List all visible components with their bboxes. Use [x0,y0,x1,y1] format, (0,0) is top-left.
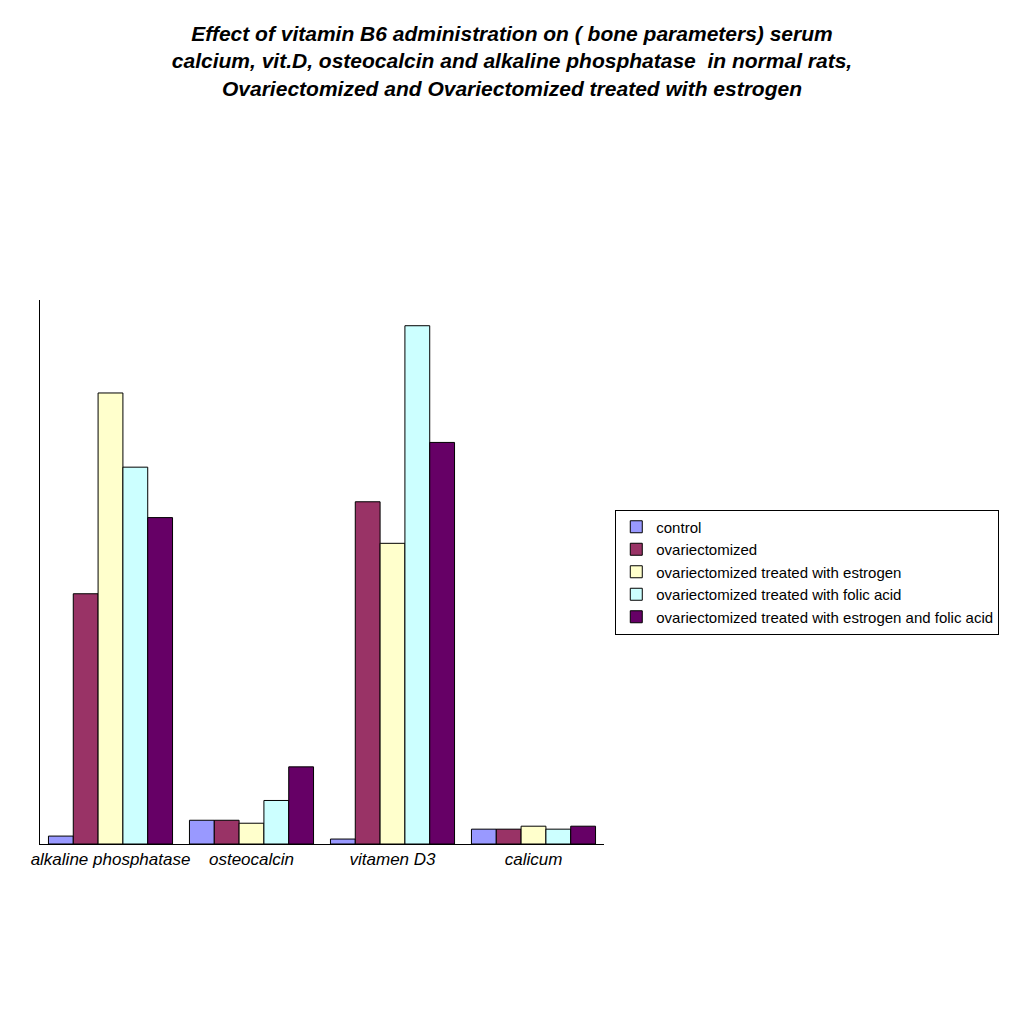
svg-text:ovariectomized treated with es: ovariectomized treated with estrogen and… [656,609,993,626]
svg-text:ovariectomized treated with es: ovariectomized treated with estrogen [656,564,901,581]
svg-text:control: control [656,519,701,536]
svg-text:vitamen D3: vitamen D3 [350,850,437,869]
svg-text:Effect of vitamin B6 administr: Effect of vitamin B6 administration on (… [172,22,852,100]
svg-text:osteocalcin: osteocalcin [209,850,294,869]
svg-text:calicum: calicum [505,850,563,869]
svg-text:ovariectomized: ovariectomized [656,541,757,558]
svg-text:ovariectomized treated with fo: ovariectomized treated with folic acid [656,586,901,603]
svg-text:alkaline phosphatase: alkaline phosphatase [31,850,191,869]
